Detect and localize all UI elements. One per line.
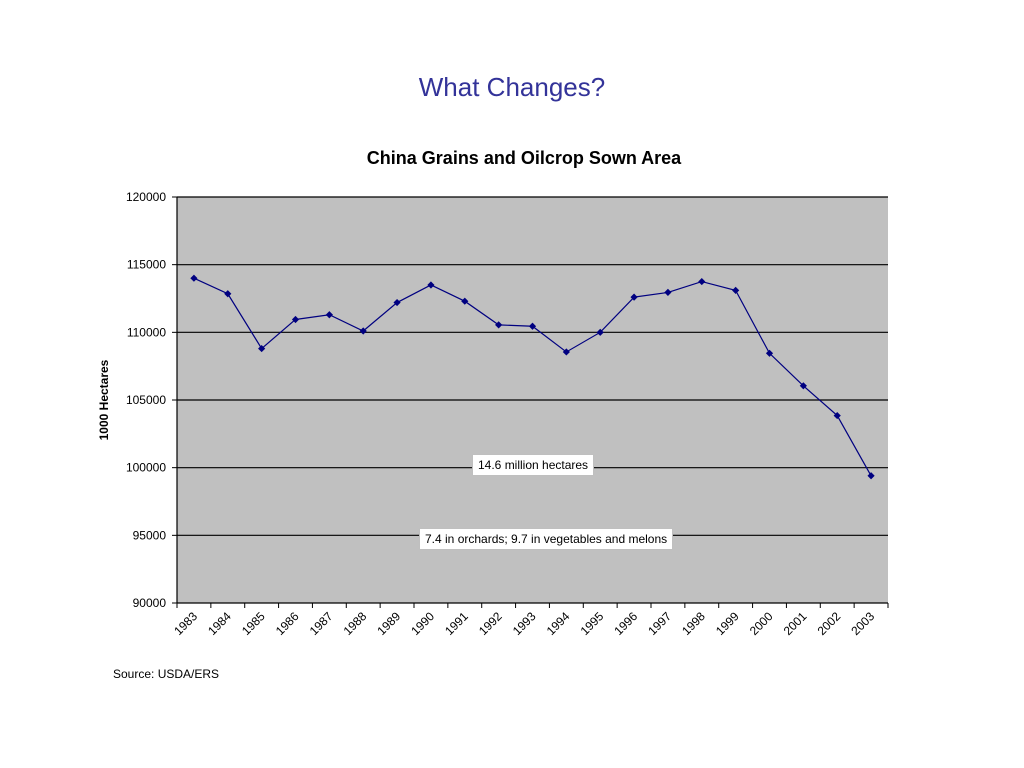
x-tick-label: 1993: [510, 609, 539, 638]
data-point: [427, 281, 435, 289]
x-tick-label: 1989: [374, 609, 403, 638]
x-tick-label: 1986: [273, 609, 302, 638]
x-tick-label: 1983: [171, 609, 200, 638]
x-tick-label: 1997: [645, 609, 674, 638]
data-point: [190, 274, 198, 282]
x-tick-label: 1991: [442, 609, 471, 638]
x-tick-label: 1994: [544, 609, 573, 638]
data-point: [258, 344, 266, 353]
x-tick-label: 1990: [408, 609, 437, 638]
data-point: [359, 327, 367, 335]
x-tick-label: 1992: [476, 609, 505, 638]
data-point: [664, 288, 672, 297]
data-point: [799, 382, 807, 390]
y-tick-label: 100000: [126, 461, 166, 475]
y-tick-label: 110000: [127, 325, 166, 339]
data-point: [495, 321, 503, 329]
y-tick-label: 95000: [133, 528, 167, 542]
x-tick-label: 2000: [747, 609, 776, 638]
data-point: [867, 472, 875, 480]
data-point: [461, 297, 469, 305]
data-point: [630, 293, 638, 301]
x-tick-label: 1998: [679, 609, 708, 638]
y-tick-label: 90000: [133, 596, 167, 610]
slide-title: What Changes?: [418, 72, 606, 102]
annotation-breakdown: 7.4 in orchards; 9.7 in vegetables and m…: [419, 528, 674, 550]
x-tick-label: 2002: [815, 609, 844, 638]
y-tick-label: 115000: [127, 258, 166, 272]
y-tick-label: 105000: [126, 393, 166, 407]
data-point: [596, 328, 604, 336]
data-point: [698, 277, 706, 286]
data-point: [528, 322, 537, 330]
data-point: [224, 290, 232, 298]
x-tick-label: 1995: [578, 609, 607, 638]
data-point: [393, 298, 401, 307]
annotation-total-decline: 14.6 million hectares: [472, 454, 595, 476]
x-tick-label: 2003: [848, 609, 877, 638]
x-tick-label: 1996: [611, 609, 640, 638]
data-point: [833, 411, 841, 420]
data-point: [765, 349, 774, 357]
x-tick-label: 1988: [341, 609, 370, 638]
chart-title: China Grains and Oilcrop Sown Area: [366, 148, 682, 168]
data-point: [562, 348, 570, 356]
x-tick-label: 1999: [713, 609, 742, 638]
x-tick-label: 1987: [307, 609, 336, 638]
x-tick-label: 1985: [239, 609, 268, 638]
y-axis-label: 1000 Hectares: [97, 359, 111, 440]
data-point: [291, 315, 300, 324]
x-tick-label: 2001: [781, 609, 810, 638]
x-tick-label: 1984: [205, 609, 234, 638]
source-note: Source: USDA/ERS: [113, 667, 220, 681]
y-tick-label: 120000: [126, 190, 166, 204]
data-point: [325, 311, 333, 319]
data-point: [732, 286, 740, 294]
